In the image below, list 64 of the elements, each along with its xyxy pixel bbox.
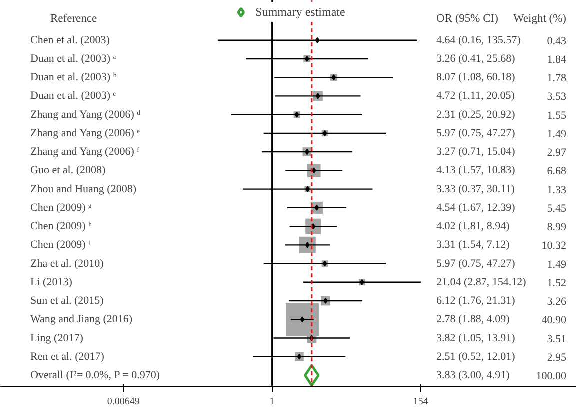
text: 2.51 (0.52, 12.01) <box>436 350 516 363</box>
legend-label: Summary estimate <box>256 4 346 20</box>
text: 5.97 (0.75, 47.27) <box>436 127 516 140</box>
annotation: 1.78 <box>547 72 567 85</box>
annotation: 1.49 <box>547 258 567 271</box>
y-tick-label: Duan et al. (2003) ᵃ <box>30 52 116 65</box>
y-tick-label: Chen (2009) ʰ <box>30 220 93 233</box>
text: 3.26 (0.41, 25.68) <box>436 52 516 65</box>
text: 3.33 (0.37, 30.11) <box>436 183 515 196</box>
annotation: 10.32 <box>542 240 566 252</box>
annotation: 1.33 <box>547 184 567 196</box>
annotation: 1.49 <box>547 128 567 140</box>
y-tick-label: Duan et al. (2003) ᵇ <box>30 72 118 84</box>
text: OR (95% CI) <box>436 12 499 25</box>
text: 4.02 (1.81, 8.94) <box>436 220 510 233</box>
y-tick-label: Sun et al. (2015) <box>30 295 104 308</box>
text: 4.64 (0.16, 135.57) <box>436 34 521 46</box>
annotation: 5.45 <box>547 202 567 215</box>
text: 2.31 (0.25, 20.92) <box>436 108 516 121</box>
text: 4.72 (1.11, 20.05) <box>436 90 515 102</box>
annotation: 6.68 <box>547 166 567 178</box>
text: 3.83 (3.00, 4.91) <box>436 370 510 382</box>
y-tick-label: Ren et al. (2017) <box>30 350 105 363</box>
annotation: 3.26 <box>547 296 567 308</box>
x-tick-label: 1 <box>270 396 275 407</box>
y-tick-label: Zhou and Huang (2008) <box>30 183 137 196</box>
y-tick-label: Chen (2009) ⁱ <box>30 239 91 252</box>
y-tick-label: Li (2013) <box>30 276 73 288</box>
y-tick-label: Guo et al. (2008) <box>30 164 106 177</box>
text: 5.97 (0.75, 47.27) <box>436 258 516 270</box>
x-tick-label: 0.00649 <box>107 396 140 407</box>
y-tick-label: Zhang and Yang (2006) ᵈ <box>30 108 142 121</box>
annotation: 3.53 <box>547 91 567 104</box>
text: 4.54 (1.67, 12.39) <box>436 202 516 214</box>
text: 3.27 (0.71, 15.04) <box>436 146 516 158</box>
y-tick-label: Zhang and Yang (2006) ᵉ <box>30 127 140 140</box>
y-tick-label: Zha et al. (2010) <box>30 258 104 270</box>
text: 6.12 (1.76, 21.31) <box>436 295 516 308</box>
y-tick-label: Wang and Jiang (2016) <box>30 314 133 326</box>
x-tick-label: 154 <box>413 396 428 407</box>
text: 2.78 (1.88, 4.09) <box>436 314 510 326</box>
annotation: 1.84 <box>547 54 567 66</box>
annotation: 100.00 <box>536 370 567 383</box>
annotation: 40.90 <box>542 314 567 327</box>
y-tick-label: Zhang and Yang (2006) ᶠ <box>30 146 140 158</box>
y-tick-label: Chen (2009) ᵍ <box>30 202 93 214</box>
annotation: 8.99 <box>547 222 567 234</box>
text: 8.07 (1.08, 60.18) <box>436 72 516 84</box>
y-tick-label: Duan et al. (2003) ᶜ <box>30 90 116 102</box>
annotation: 3.51 <box>547 333 566 346</box>
y-tick-label: Overall (I²= 0.0%, P = 0.970) <box>30 370 160 382</box>
text: 3.31 (1.54, 7.12) <box>436 239 510 252</box>
text: 4.13 (1.57, 10.83) <box>436 164 516 177</box>
text: Weight (%) <box>513 12 567 25</box>
annotation: 1.52 <box>547 277 566 290</box>
y-tick-label: Chen et al. (2003) <box>30 34 110 46</box>
text: Reference <box>50 12 98 25</box>
annotation: 0.43 <box>547 35 567 48</box>
annotation: 1.55 <box>547 110 567 122</box>
text: 3.82 (1.05, 13.91) <box>436 332 516 344</box>
annotation: 2.95 <box>547 352 567 364</box>
annotation: 2.97 <box>547 147 567 160</box>
y-tick-label: Ling (2017) <box>30 332 84 344</box>
text: 21.04 (2.87, 154.12) <box>436 276 526 288</box>
